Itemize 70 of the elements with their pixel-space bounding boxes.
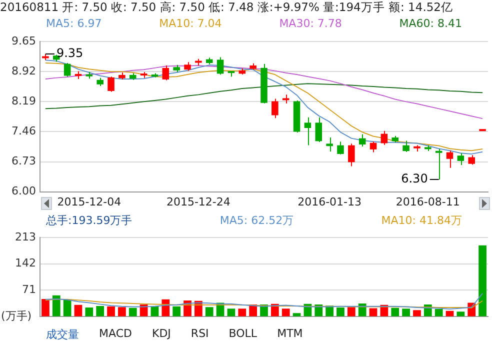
- candlestick: [272, 98, 278, 119]
- bar: [227, 308, 236, 316]
- candlestick: [326, 136, 333, 152]
- bar: [52, 295, 60, 316]
- bar: [478, 245, 486, 316]
- chart-title: 20160811 开: 7.50 收: 7.50 高: 7.50 低: 7.48 涨:+9.97% 量:194万手 额: 14.52亿: [0, 0, 454, 16]
- candlestick: [457, 152, 464, 166]
- x-tick-label: 2015-12-04: [57, 195, 122, 208]
- text: MTM: [277, 327, 303, 342]
- x-tick-label: 2015-12-24: [166, 195, 230, 208]
- text: MA30: 7.78: [279, 17, 342, 31]
- annotation: 6.30: [401, 172, 428, 186]
- candlestick: [315, 116, 322, 143]
- x-tick-label: 2016-08-11: [396, 195, 460, 208]
- text: KDJ: [152, 327, 171, 342]
- bar: [118, 307, 126, 316]
- bar: [238, 308, 246, 316]
- y-tick-label: 7.46: [12, 124, 36, 138]
- bar: [413, 310, 421, 316]
- y-tick-label: 6.00: [12, 184, 36, 198]
- candlestick: [402, 140, 410, 152]
- y-tick-label: 8.92: [12, 64, 36, 78]
- bar: [402, 308, 410, 316]
- y-tick-label: 9.65: [12, 34, 36, 48]
- bar: [85, 308, 94, 316]
- candlestick: [468, 154, 475, 166]
- text: RSI: [190, 327, 209, 342]
- candlestick: [64, 62, 71, 78]
- candlestick: [216, 56, 224, 76]
- bar: [172, 306, 181, 316]
- y-tick-label: 8.19: [12, 94, 36, 108]
- text: 成交量: [46, 327, 79, 343]
- bar: [74, 304, 82, 316]
- candlestick: [435, 148, 442, 180]
- x-tick-label: 2016-01-13: [298, 195, 362, 208]
- candlestick: [446, 150, 454, 168]
- bar: [107, 306, 115, 316]
- bar: [42, 299, 50, 316]
- bar: [128, 308, 137, 316]
- y-tick-label: 142: [15, 256, 36, 270]
- y-tick-label: 213: [15, 230, 36, 244]
- text: MA10: 7.04: [159, 17, 222, 31]
- annotation: 9.35: [56, 46, 84, 60]
- bar: [434, 309, 443, 316]
- candlestick: [162, 64, 170, 81]
- candlestick: [380, 130, 388, 146]
- candlestick: [337, 141, 344, 155]
- candlestick: [108, 76, 114, 92]
- text: BOLL: [228, 327, 258, 342]
- text: MACD: [99, 327, 132, 342]
- bar: [391, 308, 400, 316]
- candlestick: [348, 143, 355, 167]
- text: MA5: 6.97: [46, 17, 102, 31]
- bar: [96, 306, 104, 316]
- text: MA5: 62.52万: [220, 213, 294, 227]
- text: 总手:193.59万手: [46, 213, 132, 227]
- candlestick: [358, 134, 366, 148]
- y-tick-label: 6.73: [12, 154, 36, 168]
- bar: [205, 307, 214, 316]
- candlestick: [370, 141, 377, 153]
- bar: [347, 307, 356, 316]
- text: MA10: 41.84万: [381, 213, 462, 227]
- bar: [336, 308, 344, 316]
- bar: [456, 312, 465, 316]
- text: MA60: 8.41: [399, 17, 462, 31]
- y-axis-title: (万手): [1, 309, 32, 322]
- bar: [282, 308, 290, 316]
- y-tick-label: 71: [22, 282, 36, 296]
- candlestick: [304, 116, 312, 146]
- bar: [63, 300, 72, 316]
